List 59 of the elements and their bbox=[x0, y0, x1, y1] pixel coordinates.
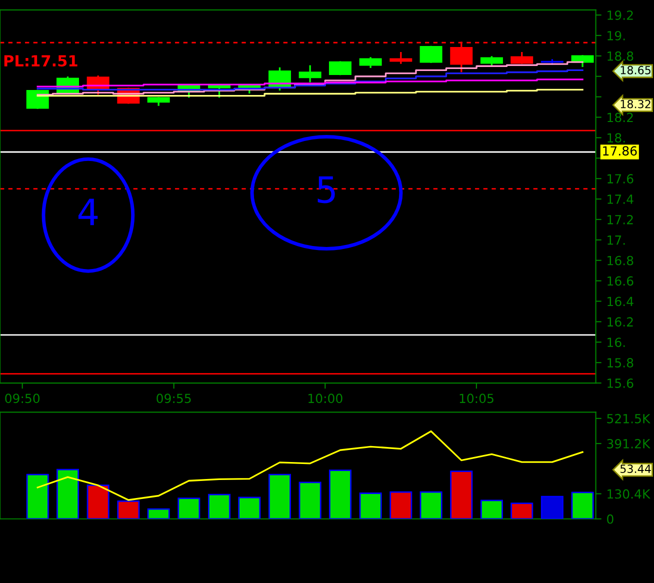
y-tick-label: 17. bbox=[608, 236, 625, 245]
y-tick-label: 521.5K bbox=[607, 414, 650, 424]
bar bbox=[268, 474, 291, 519]
bar bbox=[359, 492, 382, 519]
y-tick-label: 16.4 bbox=[608, 296, 634, 306]
y-tick-label: 16. bbox=[608, 338, 625, 348]
bar bbox=[86, 484, 110, 519]
y-tick-label: 19. bbox=[608, 30, 625, 40]
bar bbox=[298, 482, 322, 519]
annotation: PL:17.51 bbox=[4, 55, 78, 67]
candlestick bbox=[420, 46, 442, 63]
y-tick-label: 18.2 bbox=[608, 112, 633, 122]
candlestick bbox=[571, 55, 594, 67]
y-tick-label: 0 bbox=[607, 514, 614, 524]
bar bbox=[117, 500, 140, 519]
bar bbox=[56, 468, 79, 519]
bar bbox=[208, 494, 230, 519]
text: 53.44 bbox=[620, 464, 651, 474]
text: 18.32 bbox=[620, 100, 650, 108]
y-tick-label: 15.6 bbox=[608, 378, 634, 388]
bar bbox=[26, 474, 49, 519]
annotation: 4 bbox=[78, 198, 98, 226]
candlestick bbox=[208, 84, 230, 98]
x-tick-label: 09:50 bbox=[5, 394, 40, 404]
candlestick bbox=[359, 57, 382, 68]
y-tick-label: 15.8 bbox=[608, 358, 634, 368]
bar bbox=[178, 498, 200, 519]
bar bbox=[420, 491, 442, 519]
y-tick-label: 19.2 bbox=[608, 10, 633, 20]
y-tick-label: 16.2 bbox=[608, 317, 633, 327]
bar bbox=[571, 492, 594, 519]
x-tick-label: 09:55 bbox=[156, 394, 191, 404]
y-tick-label: 16.6 bbox=[608, 276, 634, 286]
candlestick bbox=[510, 52, 534, 64]
y-tick-label: 16.8 bbox=[608, 256, 634, 266]
bar bbox=[238, 496, 261, 519]
bar bbox=[328, 470, 352, 519]
candlestick bbox=[298, 65, 322, 82]
text: 18.65 bbox=[620, 66, 650, 74]
candlestick bbox=[328, 61, 352, 76]
y-tick-label: 17.4 bbox=[608, 194, 634, 204]
bar bbox=[147, 508, 170, 519]
y-tick-label: 17.6 bbox=[608, 174, 634, 184]
bar bbox=[510, 502, 534, 519]
annotation: 5 bbox=[318, 176, 335, 204]
candlestick bbox=[390, 52, 412, 64]
bar bbox=[540, 496, 564, 519]
x-tick-label: 10:00 bbox=[308, 394, 342, 404]
x-tick-label: 10:05 bbox=[460, 394, 494, 404]
line-series bbox=[36, 430, 584, 501]
bar bbox=[450, 470, 473, 519]
y-tick-label: 18. bbox=[608, 133, 625, 143]
y-tick-label: 391.2K bbox=[607, 439, 650, 448]
bar bbox=[480, 500, 503, 519]
y-tick-label: 18.8 bbox=[608, 51, 634, 61]
ref-line-label: 17.86 bbox=[603, 146, 637, 156]
bar bbox=[390, 491, 412, 519]
y-tick-label: 130.4K bbox=[608, 489, 650, 499]
y-tick-label: 17.2 bbox=[608, 214, 633, 224]
